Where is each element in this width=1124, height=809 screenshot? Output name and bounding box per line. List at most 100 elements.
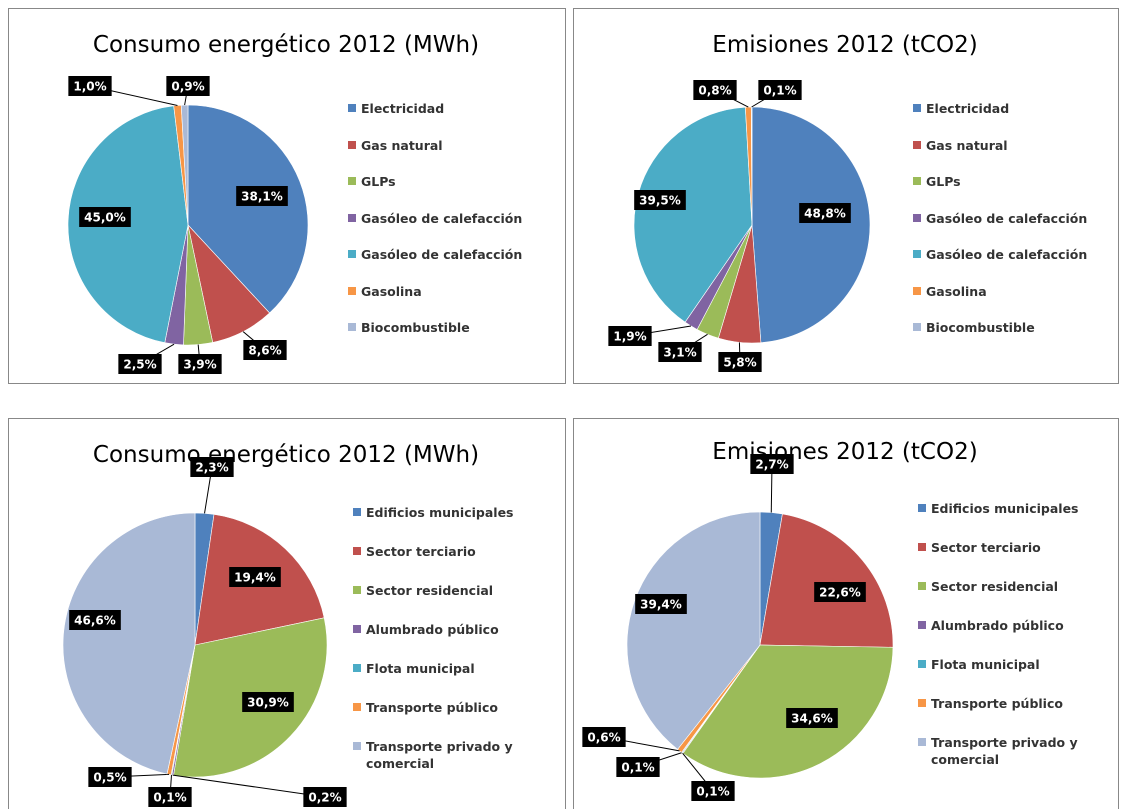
- data-label-box: [69, 610, 121, 630]
- legend-swatch: [913, 140, 921, 149]
- legend-item: Sector residencial: [353, 582, 538, 599]
- pie-slice: [62, 512, 196, 775]
- data-label-box: [608, 326, 652, 346]
- legend-label: Flota municipal: [931, 657, 1040, 672]
- pie-slice: [187, 104, 309, 314]
- legend-item: Gasóleo de calefacción: [913, 246, 1098, 263]
- legend-swatch: [913, 104, 921, 112]
- data-label: 0,9%: [171, 80, 204, 94]
- data-label: 0,2%: [308, 791, 341, 805]
- data-label-box: [758, 80, 802, 100]
- data-label-box: [616, 757, 660, 777]
- legend-swatch: [918, 738, 926, 746]
- data-label-box: [190, 457, 234, 477]
- data-label: 45,0%: [84, 211, 126, 225]
- legend-swatch: [348, 177, 356, 185]
- data-label: 0,1%: [621, 761, 654, 775]
- legend-swatch: [348, 286, 356, 295]
- legend-item: Biocombustible: [348, 319, 533, 336]
- legend-label: Gasóleo de calefacción: [361, 247, 523, 262]
- legend-label: Sector terciario: [931, 540, 1041, 555]
- data-label: 38,1%: [241, 190, 283, 204]
- legend-swatch: [348, 323, 356, 331]
- data-label-box: [178, 354, 222, 374]
- legend-label: Electricidad: [361, 101, 445, 116]
- data-label: 2,7%: [755, 458, 788, 472]
- legend-item: GLPs: [913, 173, 1098, 190]
- legend-item: Flota municipal: [918, 656, 1103, 673]
- legend-swatch: [913, 177, 921, 185]
- data-label: 1,9%: [613, 330, 646, 344]
- legend-item: Gasolina: [348, 283, 533, 300]
- data-label-box: [68, 76, 112, 96]
- data-label-box: [750, 454, 794, 474]
- legend-label: Gasóleo de calefacción: [926, 210, 1088, 226]
- data-label: 48,8%: [804, 207, 846, 221]
- data-label-box: [242, 692, 294, 712]
- legend-label: Transporte público: [931, 696, 1063, 711]
- data-label-box: [582, 727, 626, 747]
- legend-item: Transporte público: [918, 695, 1103, 712]
- legend-swatch: [353, 508, 361, 516]
- legend-swatch: [913, 250, 921, 258]
- legend-swatch: [348, 250, 356, 258]
- legend-item: Gas natural: [913, 137, 1098, 154]
- data-label-box: [148, 787, 192, 807]
- legend-item: Gas natural: [348, 137, 533, 154]
- legend-item: Transporte público: [353, 699, 538, 716]
- legend-item: Gasolina: [913, 283, 1098, 300]
- legend-item: Electricidad: [913, 100, 1098, 117]
- data-label: 46,6%: [74, 614, 116, 628]
- data-label: 0,5%: [93, 771, 126, 785]
- legend-item: Transporte privado y comercial: [918, 734, 1103, 768]
- pie-slice: [180, 104, 189, 226]
- legend-item: Sector terciario: [918, 539, 1103, 556]
- chart-title: Consumo energético 2012 (MWh): [93, 32, 479, 58]
- data-label: 0,1%: [153, 791, 186, 805]
- legend-swatch: [918, 543, 926, 551]
- legend-label: Transporte privado y comercial: [366, 739, 513, 771]
- legend-label: Biocombustible: [361, 320, 470, 335]
- legend-item: GLPs: [348, 173, 533, 190]
- data-label: 30,9%: [247, 696, 289, 710]
- data-label-box: [236, 186, 288, 206]
- legend-swatch: [913, 286, 921, 295]
- pie-slice: [759, 513, 894, 648]
- legend-swatch: [918, 582, 926, 590]
- data-label-box: [658, 342, 702, 362]
- legend-label: Transporte privado y comercial: [931, 735, 1078, 767]
- legend-label: GLPs: [926, 174, 961, 189]
- data-label: 0,8%: [698, 84, 731, 98]
- legend-swatch: [353, 742, 361, 750]
- data-label-box: [786, 708, 838, 728]
- data-label: 3,9%: [183, 358, 216, 372]
- chart-title: Consumo energético 2012 (MWh): [93, 442, 479, 468]
- data-label: 39,5%: [639, 194, 681, 208]
- legend-label: GLPs: [361, 174, 396, 189]
- legend-swatch: [918, 660, 926, 668]
- data-label-box: [718, 352, 762, 372]
- legend-label: Flota municipal: [366, 661, 475, 676]
- legend-swatch: [348, 104, 356, 112]
- legend-label: Gasóleo de calefacción: [361, 210, 523, 226]
- data-label: 5,8%: [723, 356, 756, 370]
- legend-swatch: [353, 547, 361, 555]
- data-label: 8,6%: [248, 344, 281, 358]
- legend-label: Edificios municipales: [931, 501, 1079, 516]
- legend-item: Biocombustible: [913, 319, 1098, 336]
- data-label-box: [635, 594, 687, 614]
- legend-item: Alumbrado público: [353, 621, 538, 638]
- data-label-box: [691, 781, 735, 801]
- legend-label: Gasóleo de calefacción: [926, 247, 1088, 262]
- data-label: 2,5%: [123, 358, 156, 372]
- legend-item: Edificios municipales: [353, 504, 538, 521]
- legend-swatch: [353, 664, 361, 672]
- data-label: 1,0%: [73, 80, 106, 94]
- legend-swatch: [348, 140, 356, 149]
- data-label: 39,4%: [640, 598, 682, 612]
- legend-label: Biocombustible: [926, 320, 1035, 335]
- data-label: 2,3%: [195, 461, 228, 475]
- legend-item: Edificios municipales: [918, 500, 1103, 517]
- data-label-box: [634, 190, 686, 210]
